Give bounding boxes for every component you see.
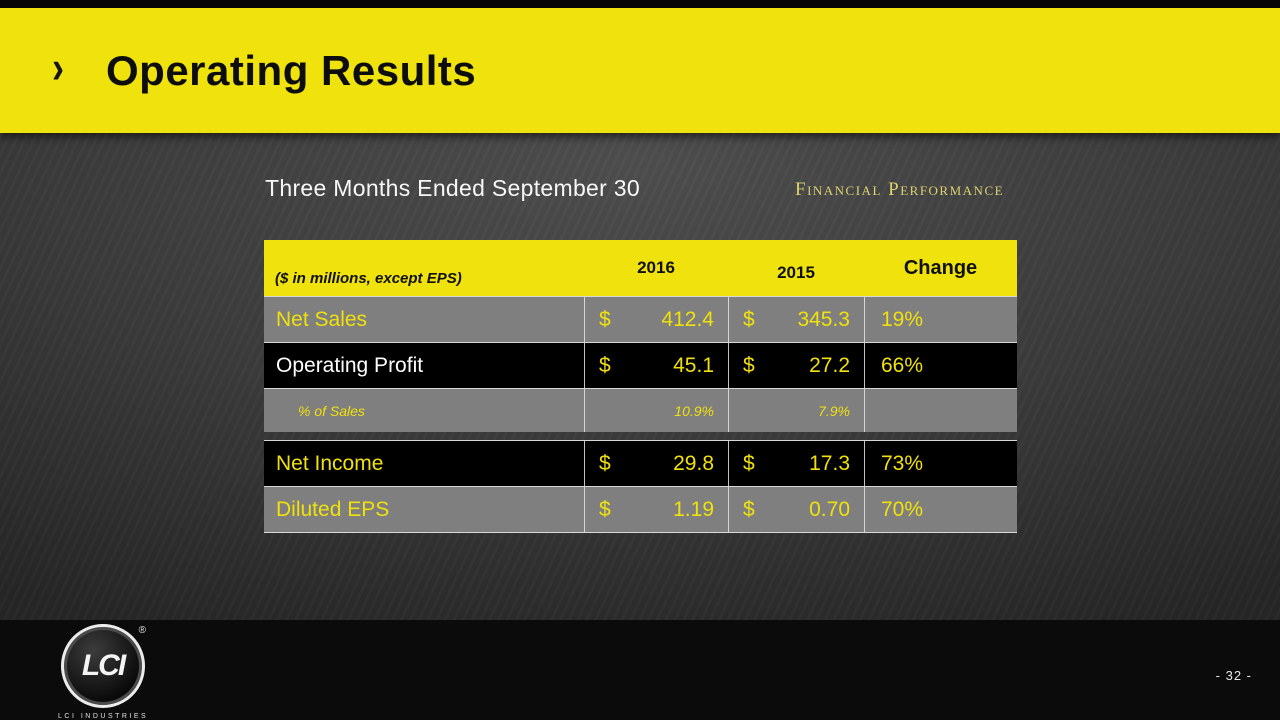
dollar-sign: $ xyxy=(599,451,611,475)
section-label: Financial Performance xyxy=(795,179,1005,200)
registered-trademark-icon: ® xyxy=(138,625,146,636)
value-2016: $45.1 xyxy=(584,343,728,388)
table-header-row: ($ in millions, except EPS) 2016 2015 Ch… xyxy=(264,240,1017,296)
value-2015: 7.9% xyxy=(728,389,864,432)
dollar-sign: $ xyxy=(743,307,755,331)
dollar-sign: $ xyxy=(743,497,755,521)
table-rows: Net Sales $412.4 $345.3 19% Operating Profit… xyxy=(264,296,1017,533)
lci-logo-icon: LCI ® xyxy=(61,624,146,708)
header-units-label: ($ in millions, except EPS) xyxy=(275,270,462,287)
cell-value: 345.3 xyxy=(797,307,850,331)
logo-monogram: LCI xyxy=(81,649,126,682)
change-value: 70% xyxy=(864,487,1017,532)
chevron-bullet-icon: › xyxy=(52,40,64,92)
dollar-sign: $ xyxy=(743,451,755,475)
cell-value: 29.8 xyxy=(673,451,714,475)
change-value: 19% xyxy=(864,297,1017,342)
table-heading: Three Months Ended September 30 xyxy=(265,175,640,201)
table-row: % of Sales 10.9% 7.9% xyxy=(264,388,1017,432)
value-2016: 10.9% xyxy=(584,389,728,432)
change-value xyxy=(864,389,1017,432)
table-row: Net Sales $412.4 $345.3 19% xyxy=(264,296,1017,342)
value-2015: $27.2 xyxy=(728,343,864,388)
footer-bar: LCI ® LCI INDUSTRIES - 32 - xyxy=(0,620,1280,720)
row-label: % of Sales xyxy=(298,402,365,419)
header-col-2016: 2016 xyxy=(637,258,675,277)
row-label: Net Sales xyxy=(276,307,368,331)
dollar-sign: $ xyxy=(743,353,755,377)
value-2015: $17.3 xyxy=(728,441,864,486)
cell-value: 412.4 xyxy=(661,307,714,331)
cell-value: 17.3 xyxy=(809,451,850,475)
table-row: Diluted EPS $1.19 $0.70 70% xyxy=(264,486,1017,532)
cell-value: 0.70 xyxy=(809,497,850,521)
cell-value: 27.2 xyxy=(809,353,850,377)
logo-caption: LCI INDUSTRIES xyxy=(58,713,149,720)
cell-value: 10.9% xyxy=(674,402,714,419)
dollar-sign: $ xyxy=(599,353,611,377)
value-2016: $1.19 xyxy=(584,487,728,532)
value-2016: $29.8 xyxy=(584,441,728,486)
table-row: Operating Profit $45.1 $27.2 66% xyxy=(264,342,1017,388)
dollar-sign: $ xyxy=(599,497,611,521)
table-row: Net Income $29.8 $17.3 73% xyxy=(264,440,1017,486)
page-number: - 32 - xyxy=(1215,668,1252,683)
row-label: Operating Profit xyxy=(276,353,424,377)
cell-value: 45.1 xyxy=(673,353,714,377)
change-value: 73% xyxy=(864,441,1017,486)
financial-table: ($ in millions, except EPS) 2016 2015 Ch… xyxy=(264,240,1017,533)
dollar-sign: $ xyxy=(599,307,611,331)
header-col-2015: 2015 xyxy=(777,263,815,282)
change-value: 66% xyxy=(864,343,1017,388)
title-band: › Operating Results xyxy=(0,8,1280,133)
header-col-change: Change xyxy=(903,256,978,279)
cell-value: 7.9% xyxy=(818,402,850,419)
table-row-gap xyxy=(264,432,1017,440)
value-2015: $345.3 xyxy=(728,297,864,342)
value-2015: $0.70 xyxy=(728,487,864,532)
slide-title: Operating Results xyxy=(106,46,477,94)
row-label: Diluted EPS xyxy=(276,497,390,521)
row-label: Net Income xyxy=(276,451,384,475)
slide-body: Three Months Ended September 30 Financia… xyxy=(0,133,1280,620)
company-logo: LCI ® LCI INDUSTRIES xyxy=(58,624,148,720)
cell-value: 1.19 xyxy=(673,497,714,521)
top-border-strip xyxy=(0,0,1280,8)
value-2016: $412.4 xyxy=(584,297,728,342)
